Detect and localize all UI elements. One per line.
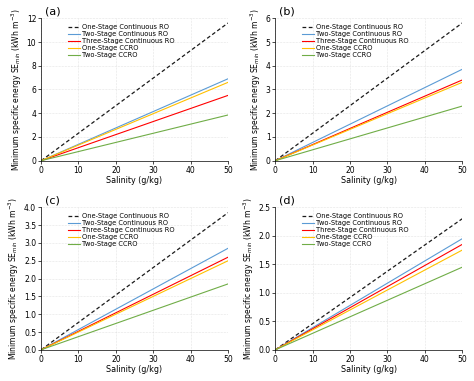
Text: (c): (c) — [45, 196, 60, 206]
Legend: One-Stage Continuous RO, Two-Stage Continuous RO, Three-Stage Continuous RO, One: One-Stage Continuous RO, Two-Stage Conti… — [67, 23, 176, 60]
Text: (a): (a) — [45, 7, 61, 17]
X-axis label: Salinity (g/kg): Salinity (g/kg) — [341, 365, 397, 374]
Text: (d): (d) — [279, 196, 295, 206]
Legend: One-Stage Continuous RO, Two-Stage Continuous RO, Three-Stage Continuous RO, One: One-Stage Continuous RO, Two-Stage Conti… — [301, 23, 410, 60]
Y-axis label: Minimum specific energy SE$_{min}$ (kWh m$^{-3}$): Minimum specific energy SE$_{min}$ (kWh … — [7, 197, 21, 360]
Y-axis label: Minimum specific energy SE$_{min}$ (kWh m$^{-3}$): Minimum specific energy SE$_{min}$ (kWh … — [9, 8, 24, 171]
X-axis label: Salinity (g/kg): Salinity (g/kg) — [107, 365, 163, 374]
Text: (b): (b) — [279, 7, 295, 17]
X-axis label: Salinity (g/kg): Salinity (g/kg) — [107, 176, 163, 185]
X-axis label: Salinity (g/kg): Salinity (g/kg) — [341, 176, 397, 185]
Y-axis label: Minimum specific energy SE$_{min}$ (kWh m$^{-3}$): Minimum specific energy SE$_{min}$ (kWh … — [248, 8, 263, 171]
Legend: One-Stage Continuous RO, Two-Stage Continuous RO, Three-Stage Continuous RO, One: One-Stage Continuous RO, Two-Stage Conti… — [67, 212, 176, 249]
Y-axis label: Minimum specific energy SE$_{min}$ (kWh m$^{-3}$): Minimum specific energy SE$_{min}$ (kWh … — [241, 197, 255, 360]
Legend: One-Stage Continuous RO, Two-Stage Continuous RO, Three-Stage Continuous RO, One: One-Stage Continuous RO, Two-Stage Conti… — [301, 212, 410, 249]
